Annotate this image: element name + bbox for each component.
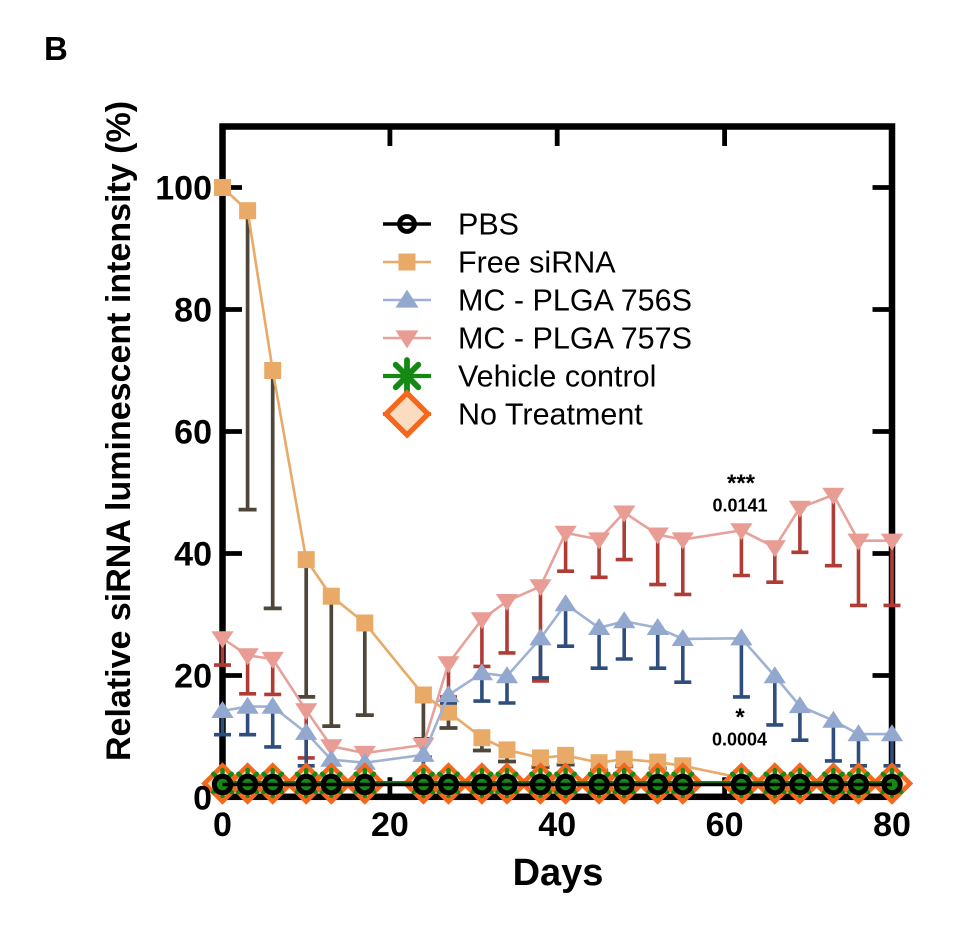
svg-text:0.0141: 0.0141	[712, 496, 767, 516]
svg-text:100: 100	[155, 170, 212, 208]
svg-text:*: *	[735, 704, 745, 731]
svg-text:40: 40	[174, 536, 212, 574]
svg-text:MC - PLGA 757S: MC - PLGA 757S	[458, 322, 692, 356]
svg-text:B: B	[44, 30, 68, 67]
svg-text:0.0004: 0.0004	[712, 730, 767, 750]
svg-text:60: 60	[174, 414, 212, 452]
svg-text:60: 60	[706, 806, 744, 844]
svg-text:40: 40	[538, 806, 576, 844]
svg-text:***: ***	[727, 470, 756, 497]
svg-text:0: 0	[213, 806, 232, 844]
svg-text:Relative siRNA luminescent int: Relative siRNA luminescent intensity (%)	[100, 101, 138, 761]
svg-text:20: 20	[371, 806, 409, 844]
svg-text:MC - PLGA 756S: MC - PLGA 756S	[458, 284, 692, 318]
svg-text:No Treatment: No Treatment	[458, 398, 643, 432]
svg-text:PBS: PBS	[458, 208, 519, 242]
svg-text:80: 80	[174, 292, 212, 330]
svg-text:20: 20	[174, 658, 212, 696]
svg-text:80: 80	[873, 806, 911, 844]
svg-text:Free siRNA: Free siRNA	[458, 246, 616, 280]
svg-text:Days: Days	[513, 852, 604, 894]
svg-text:0: 0	[193, 780, 212, 818]
svg-text:Vehicle control: Vehicle control	[458, 360, 656, 394]
